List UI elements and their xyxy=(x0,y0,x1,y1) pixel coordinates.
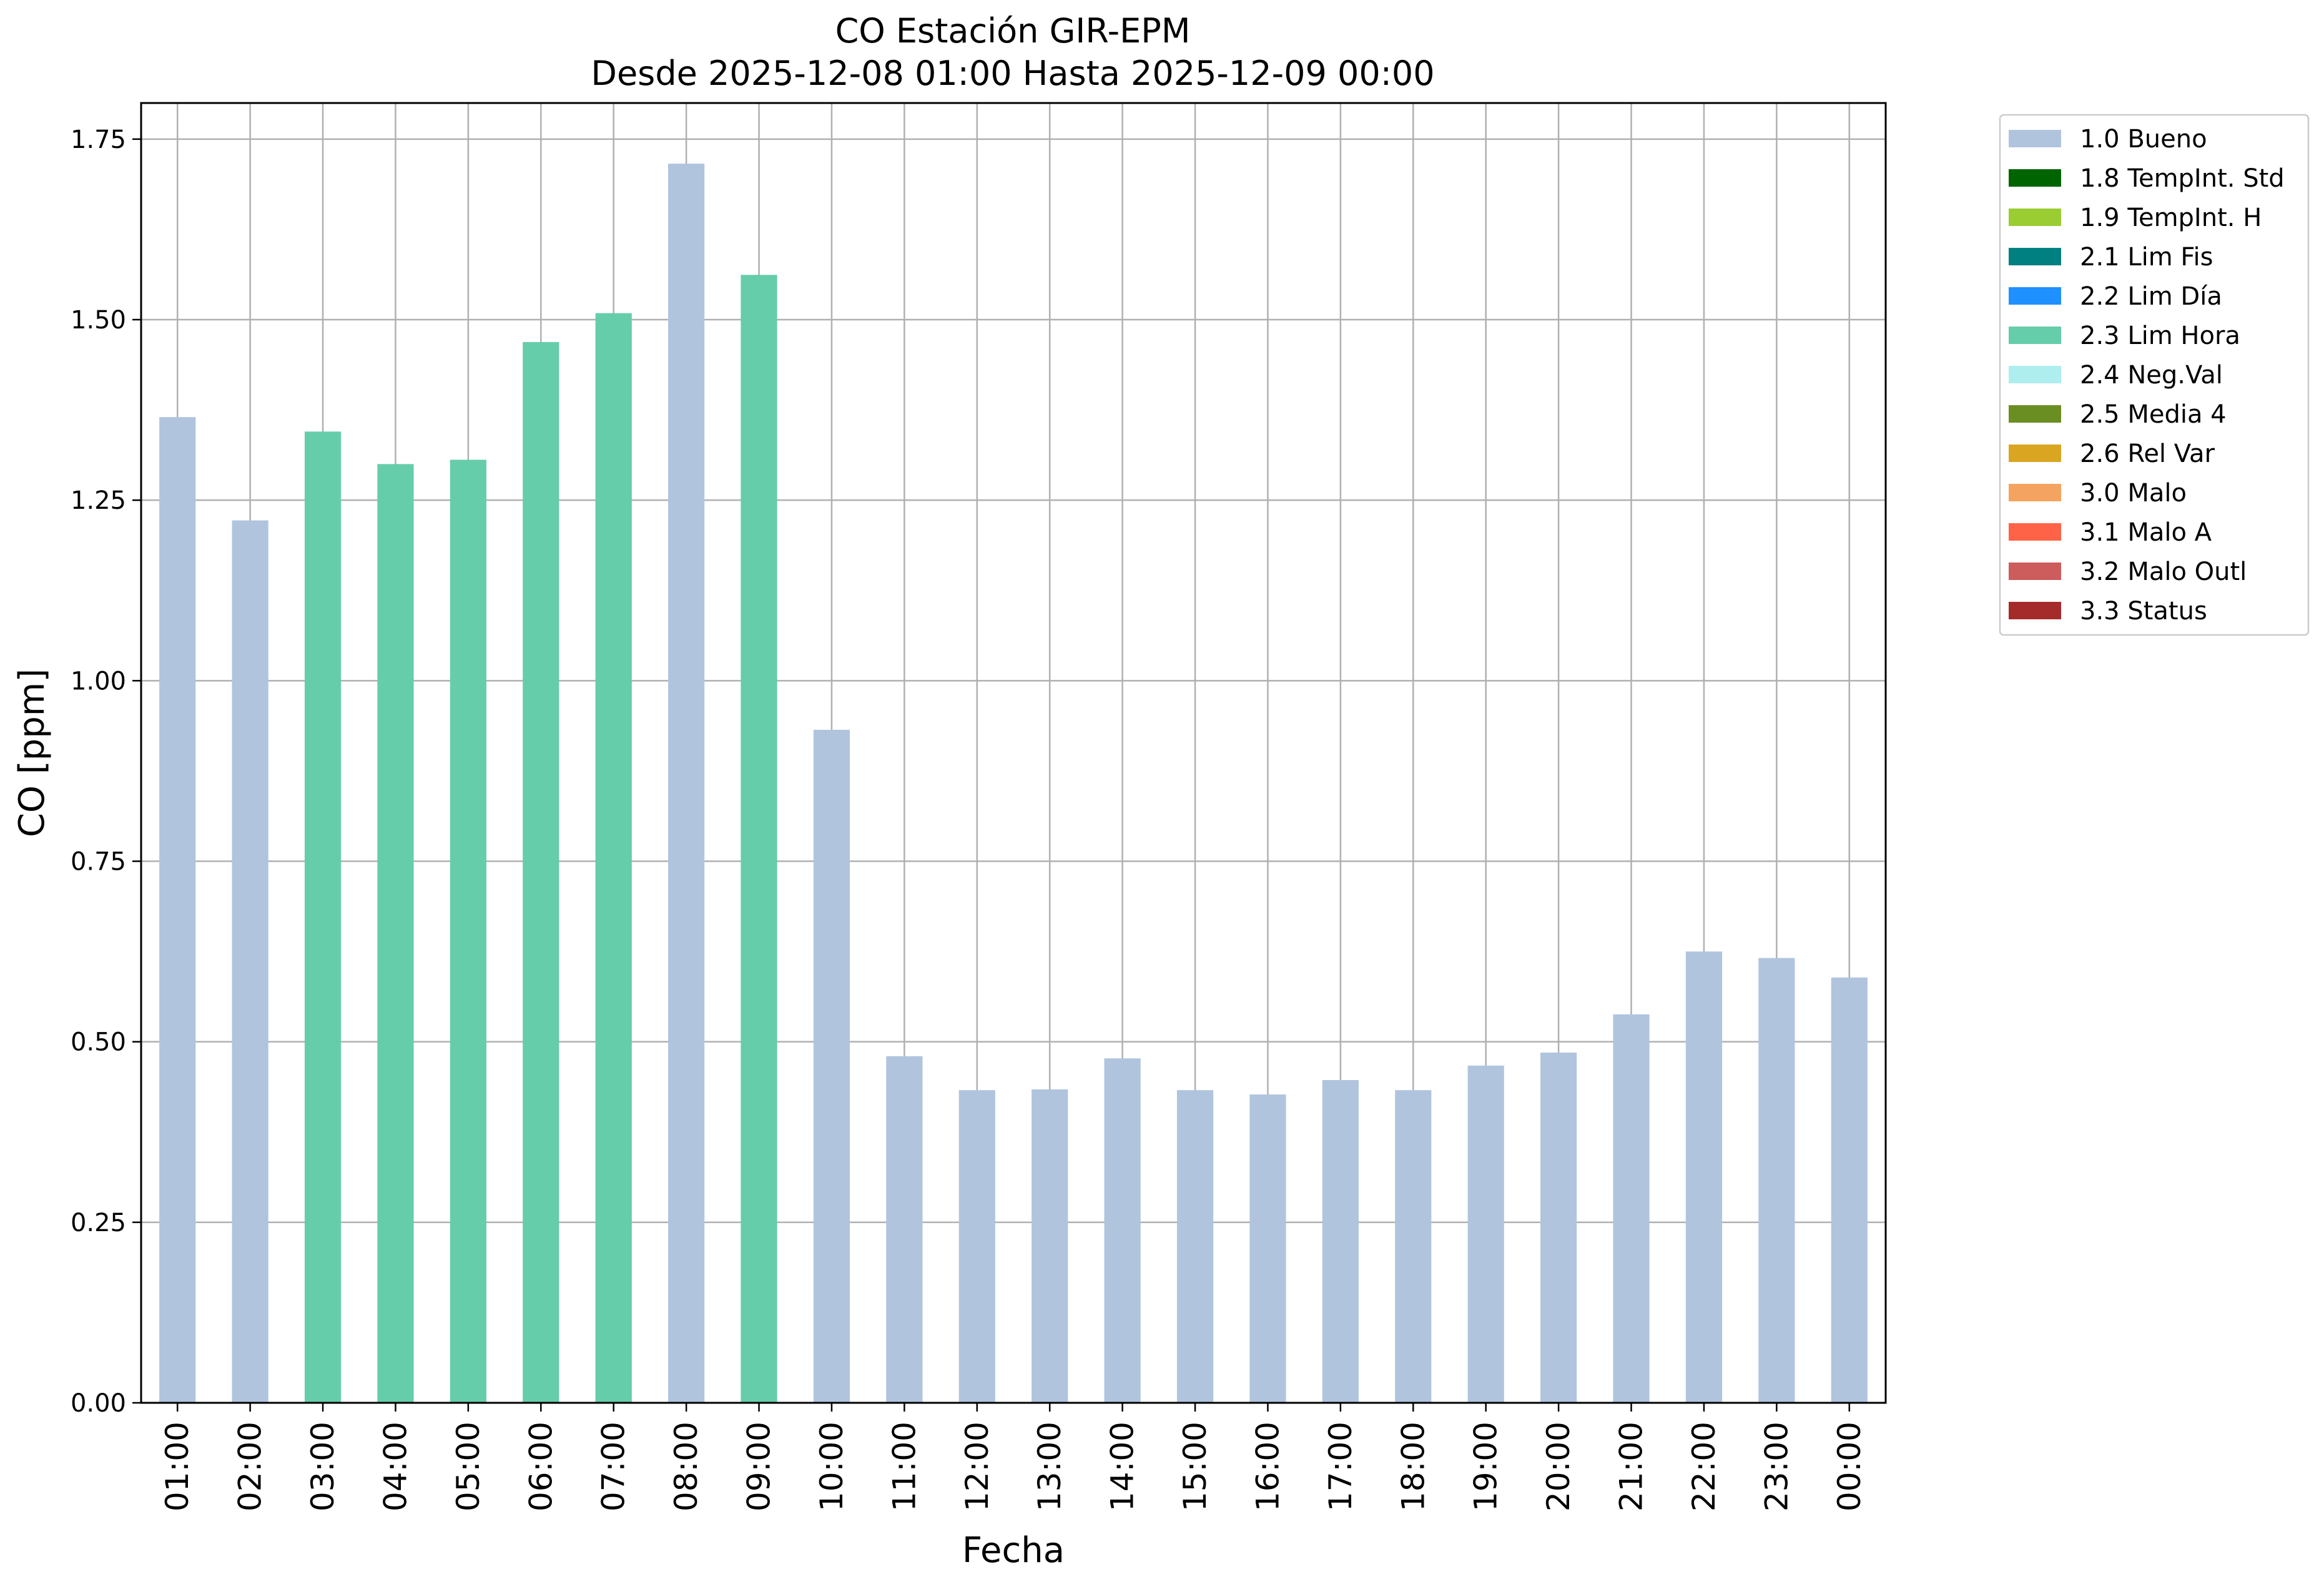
bar-0900 xyxy=(741,275,777,1403)
bar-2100 xyxy=(1613,1014,1650,1403)
x-tick-label: 06:00 xyxy=(523,1422,559,1511)
bar-1400 xyxy=(1104,1058,1141,1403)
x-tick-label: 11:00 xyxy=(886,1422,922,1511)
x-axis-ticks: 01:00 02:00 03:00 04:00 05:00 06:00 07:00 08:00… xyxy=(159,1403,1868,1511)
legend-swatch xyxy=(2009,563,2061,580)
bar-0800 xyxy=(668,164,705,1403)
bar-1100 xyxy=(886,1056,923,1403)
y-axis-label: CO [ppm] xyxy=(12,669,52,837)
x-axis-label: Fecha xyxy=(962,1530,1065,1571)
legend-swatch xyxy=(2009,445,2061,462)
y-tick-label: 1.00 xyxy=(71,667,126,695)
bar-2000 xyxy=(1540,1053,1577,1403)
legend-swatch xyxy=(2009,287,2061,305)
bar-0100 xyxy=(159,417,196,1403)
legend-label: 2.4 Neg.Val xyxy=(2080,361,2223,390)
bar-1500 xyxy=(1176,1090,1214,1403)
y-axis-ticks: 0.00 0.25 0.50 0.75 1.00 1.25 1.50 1.75 xyxy=(71,125,141,1418)
bar-1700 xyxy=(1322,1079,1359,1403)
x-tick-label: 07:00 xyxy=(596,1422,632,1511)
chart-subtitle: Desde 2025-12-08 01:00 Hasta 2025-12-09 … xyxy=(591,54,1434,93)
legend-label: 2.3 Lim Hora xyxy=(2080,322,2240,350)
chart-title: CO Estación GIR-EPM xyxy=(835,11,1191,51)
y-tick-label: 0.75 xyxy=(71,848,126,877)
bar-1000 xyxy=(813,729,850,1403)
legend-swatch xyxy=(2009,248,2061,265)
y-tick-label: 1.50 xyxy=(71,306,126,335)
legend-box xyxy=(1999,114,2310,636)
legend-swatch xyxy=(2009,366,2061,383)
y-tick-label: 0.25 xyxy=(71,1209,126,1237)
bar-0200 xyxy=(232,520,268,1403)
bar-0700 xyxy=(595,313,632,1403)
legend-label: 3.1 Malo A xyxy=(2080,518,2212,547)
x-tick-label: 05:00 xyxy=(450,1422,486,1511)
bar-0600 xyxy=(523,341,559,1403)
x-tick-label: 21:00 xyxy=(1613,1422,1650,1511)
legend-swatch xyxy=(2009,327,2061,344)
legend-label: 3.3 Status xyxy=(2080,597,2207,626)
legend-label: 1.8 TempInt. Std xyxy=(2080,164,2285,193)
bar-2300 xyxy=(1758,958,1795,1403)
bar-1600 xyxy=(1249,1094,1286,1403)
y-tick-label: 0.00 xyxy=(71,1389,126,1418)
legend-label: 2.6 Rel Var xyxy=(2080,440,2215,468)
bar-0500 xyxy=(450,459,486,1403)
legend-label: 2.1 Lim Fis xyxy=(2080,243,2213,272)
y-tick-label: 0.50 xyxy=(71,1028,126,1057)
x-tick-label: 02:00 xyxy=(232,1422,268,1511)
legend-swatch xyxy=(2009,523,2061,541)
bar-0300 xyxy=(304,431,342,1403)
x-tick-label: 00:00 xyxy=(1831,1422,1868,1511)
x-tick-label: 22:00 xyxy=(1686,1422,1722,1511)
legend-swatch xyxy=(2009,209,2061,226)
legend: 1.0 Bueno 1.8 TempInt. Std 1.9 TempInt. H 2… xyxy=(1999,114,2310,636)
bar-1300 xyxy=(1032,1089,1068,1403)
legend-label: 2.5 Media 4 xyxy=(2080,400,2227,429)
plot-frame xyxy=(140,102,1887,1404)
x-tick-label: 15:00 xyxy=(1177,1422,1213,1511)
bars xyxy=(159,164,1868,1403)
x-tick-label: 08:00 xyxy=(668,1422,704,1511)
x-tick-label: 16:00 xyxy=(1249,1422,1286,1511)
x-tick-label: 12:00 xyxy=(959,1422,995,1511)
x-tick-label: 03:00 xyxy=(305,1422,341,1511)
bar-1900 xyxy=(1467,1065,1504,1403)
x-tick-label: 04:00 xyxy=(377,1422,413,1511)
x-tick-label: 10:00 xyxy=(814,1422,850,1511)
legend-label: 3.0 Malo xyxy=(2080,479,2187,508)
legend-label: 1.0 Bueno xyxy=(2080,125,2207,154)
y-tick-label: 1.75 xyxy=(71,125,126,154)
legend-swatch xyxy=(2009,484,2061,501)
x-tick-label: 01:00 xyxy=(159,1422,195,1511)
legend-swatch xyxy=(2009,169,2061,187)
x-tick-label: 17:00 xyxy=(1322,1422,1359,1511)
x-tick-label: 19:00 xyxy=(1468,1422,1504,1511)
legend-label: 3.2 Malo Outl xyxy=(2080,558,2247,586)
legend-label: 1.9 TempInt. H xyxy=(2080,204,2262,232)
bar-2200 xyxy=(1685,951,1723,1403)
y-tick-label: 1.25 xyxy=(71,486,126,515)
x-tick-label: 14:00 xyxy=(1105,1422,1141,1511)
x-tick-label: 23:00 xyxy=(1758,1422,1795,1511)
bar-0000 xyxy=(1831,977,1868,1403)
x-tick-label: 20:00 xyxy=(1540,1422,1577,1511)
x-tick-label: 18:00 xyxy=(1395,1422,1431,1511)
x-tick-label: 13:00 xyxy=(1032,1422,1068,1511)
bar-1200 xyxy=(958,1090,995,1403)
legend-swatch xyxy=(2009,405,2061,423)
bar-1800 xyxy=(1395,1090,1432,1403)
legend-label: 2.2 Lim Día xyxy=(2080,282,2222,311)
bar-0400 xyxy=(377,464,414,1403)
legend-swatch xyxy=(2009,130,2061,147)
x-tick-label: 09:00 xyxy=(741,1422,777,1511)
legend-swatch xyxy=(2009,602,2061,619)
